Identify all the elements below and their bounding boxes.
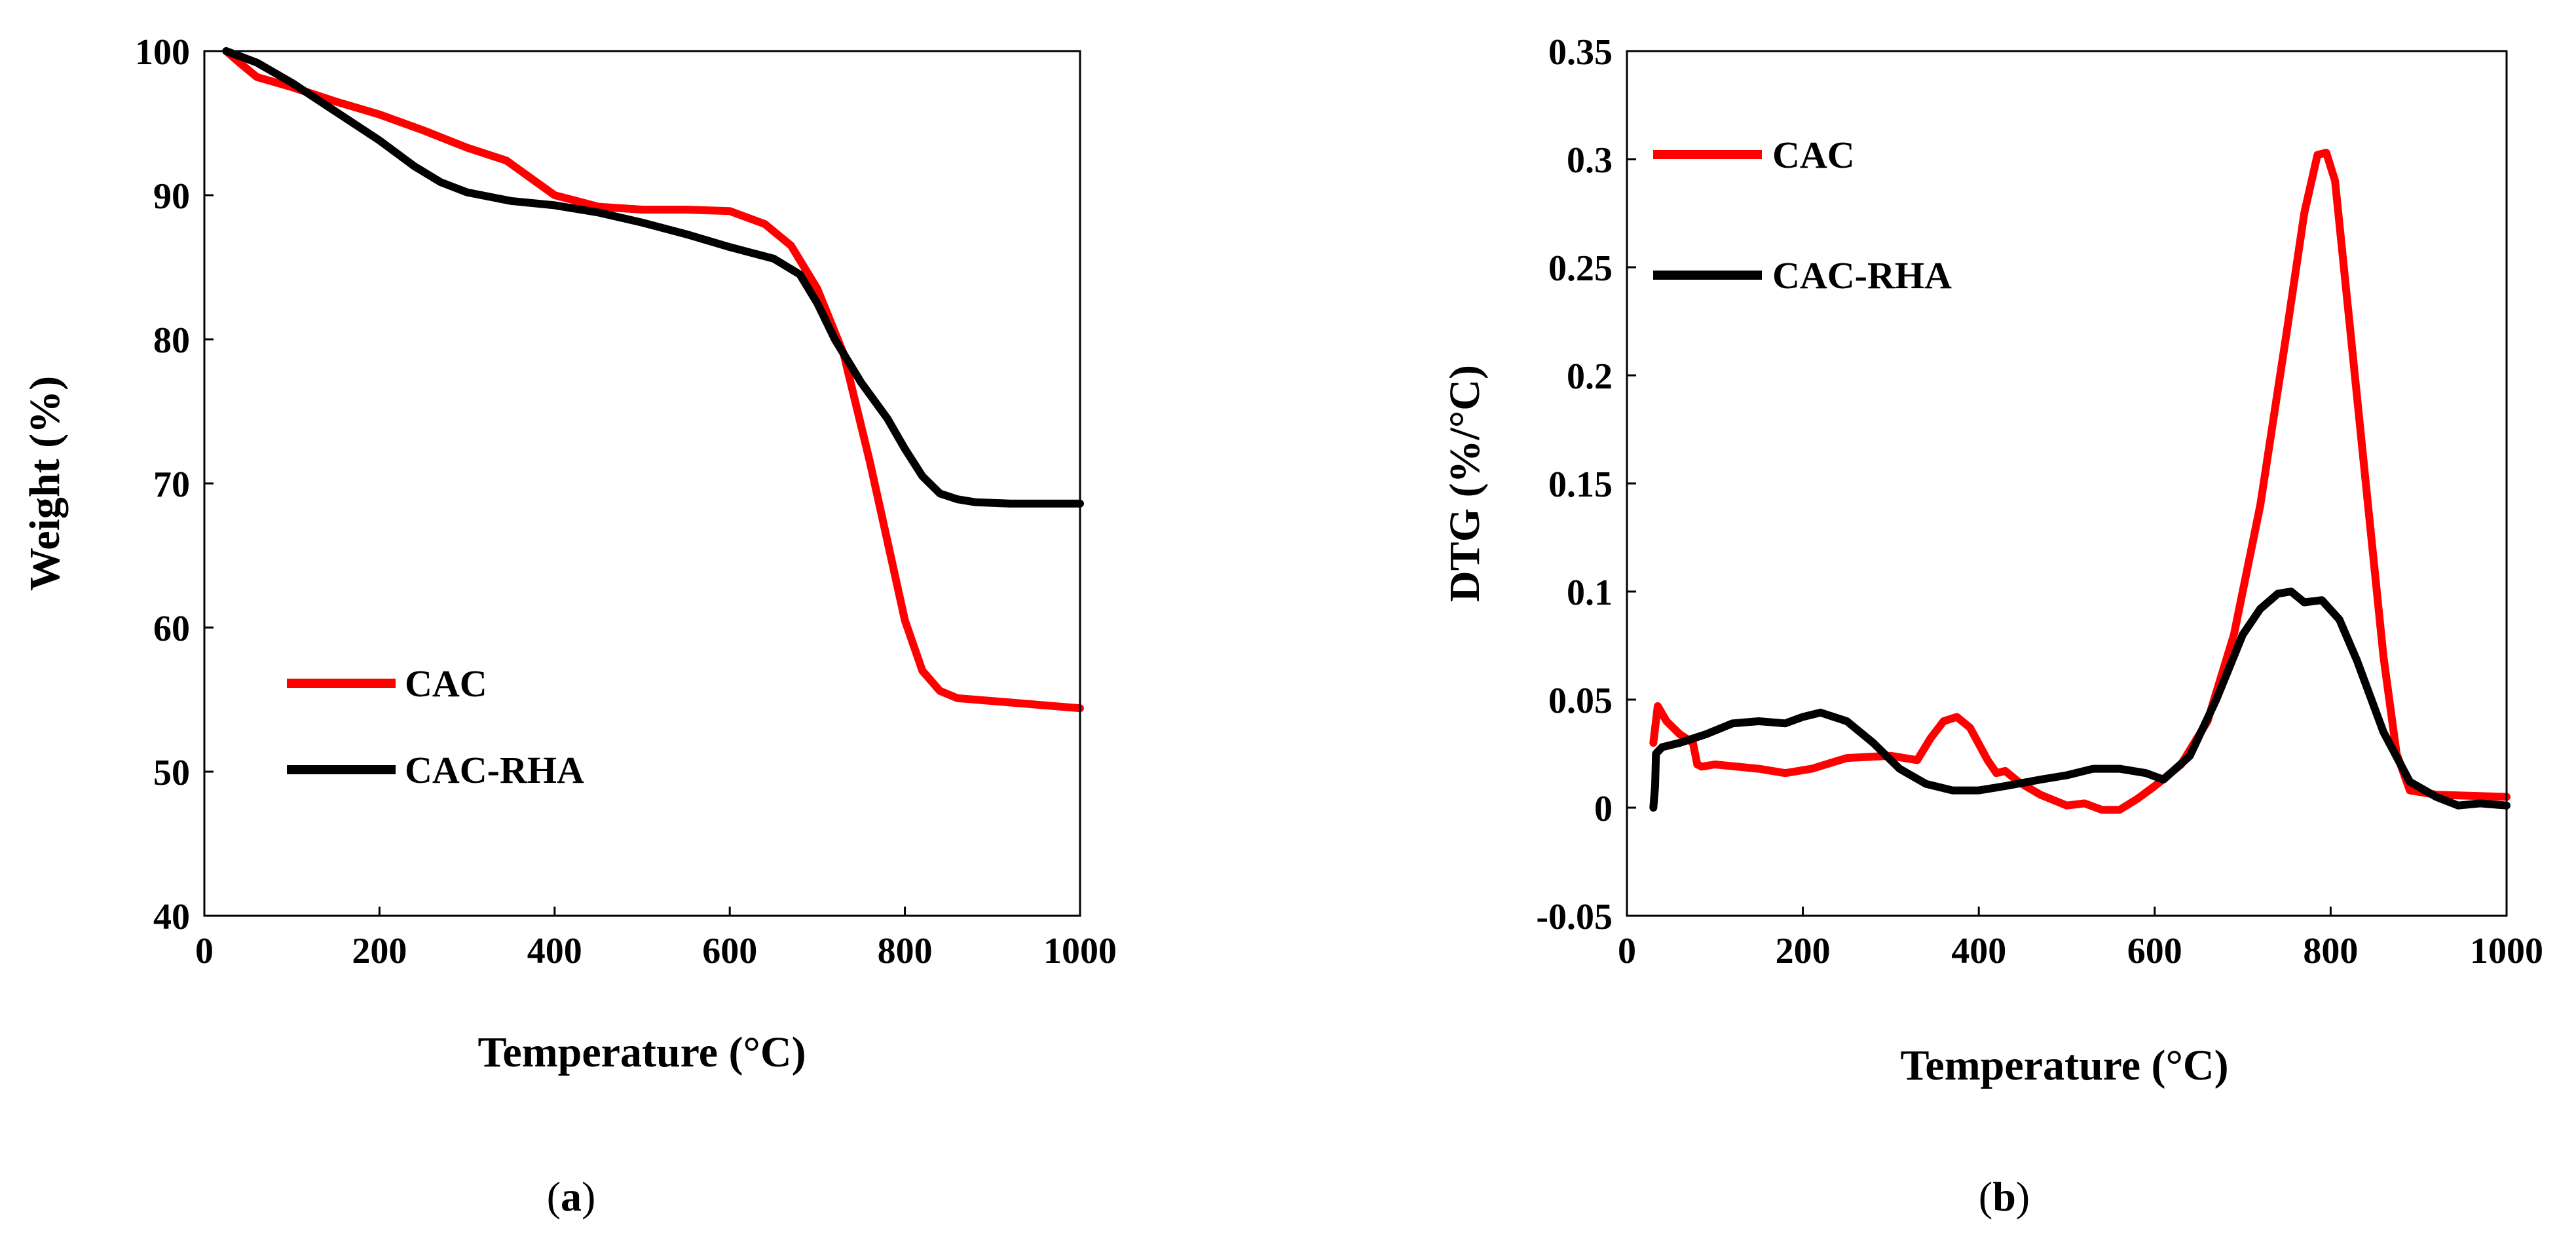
- panel-a-label-close: ): [582, 1173, 595, 1220]
- panel-b-legend-label-cac-rha: CAC-RHA: [1772, 254, 1952, 297]
- panel-b-y-tick-label: 0.25: [1548, 248, 1613, 289]
- panel-b-x-tick-label: 800: [2303, 931, 2358, 971]
- panel-b-y-tick-label: -0.05: [1536, 897, 1613, 937]
- panel-a-x-tick-label: 800: [878, 931, 933, 971]
- panel-a-x-tick-label: 0: [195, 931, 214, 971]
- panel-b-y-tick-label: 0.1: [1567, 573, 1613, 613]
- panel-a-x-axis-title: Temperature (°C): [477, 1028, 806, 1076]
- panel-a-label-letter: a: [561, 1173, 582, 1220]
- panel-b-plot-frame: [1626, 50, 2508, 917]
- panel-b-x-axis-title: Temperature (°C): [1900, 1042, 2228, 1089]
- panel-a-x-tick-label: 600: [702, 931, 757, 971]
- panel-a-series-layer: [222, 47, 1084, 713]
- panel-b-label-open: (: [1979, 1173, 1992, 1220]
- panel-b-axis-ticks: 0 200 400 600 800 1000-0.0500.050.10.150.20.2…: [1536, 32, 2543, 971]
- panel-a-x-tick-label: 1000: [1043, 931, 1117, 971]
- chart-panel-a: 0 200 400 600 800 1000 40 50 60 70 80 90 100 Tempera…: [21, 32, 1117, 1220]
- panel-b-y-tick-label: 0.05: [1548, 681, 1613, 721]
- panel-b-x-tick-label: 0: [1618, 931, 1636, 971]
- panel-a-plot-frame: [203, 50, 1081, 917]
- panel-a-x-tick-label: 400: [527, 931, 582, 971]
- panel-b-x-tick-label: 200: [1776, 931, 1831, 971]
- panel-b-y-tick-label: 0.2: [1567, 356, 1613, 397]
- panel-b-y-axis-title: DTG (%/°C): [1441, 365, 1489, 602]
- panel-a-series-line-cac-rha: [222, 47, 1084, 508]
- panel-a-y-axis-title: Weight (%): [21, 376, 69, 591]
- panel-a-legend-label-cac: CAC: [405, 662, 487, 705]
- chart-panel-b: 0 200 400 600 800 1000-0.0500.050.10.150.20.2…: [1441, 32, 2543, 1220]
- panel-a-y-tick-label: 60: [153, 609, 190, 649]
- panel-b-legend: CAC CAC-RHA: [1653, 134, 1952, 297]
- panel-a-y-tick-label: 50: [153, 753, 190, 793]
- panel-b-y-tick-label: 0.35: [1548, 32, 1613, 73]
- panel-a-series-line-cac: [222, 47, 1084, 713]
- panel-b-series-line-cac: [1649, 149, 2511, 814]
- panel-b-x-tick-label: 600: [2127, 931, 2182, 971]
- panel-a-legend: CAC CAC-RHA: [287, 662, 584, 791]
- panel-b-legend-label-cac: CAC: [1772, 134, 1855, 176]
- panel-a-y-tick-label: 80: [153, 320, 190, 361]
- panel-a-label-open: (: [547, 1173, 561, 1220]
- panel-b-label: (b): [1979, 1173, 2030, 1220]
- panel-b-series-layer: [1649, 149, 2511, 814]
- panel-b-label-close: ): [2016, 1173, 2030, 1220]
- panel-b-y-tick-label: 0.15: [1548, 464, 1613, 505]
- panel-a-y-tick-label: 90: [153, 176, 190, 217]
- panel-b-x-tick-label: 400: [1951, 931, 2006, 971]
- panel-b-y-tick-label: 0.3: [1567, 140, 1613, 181]
- panel-a-x-tick-label: 200: [352, 931, 407, 971]
- panel-b-series-line-cac-rha: [1649, 588, 2511, 812]
- panel-b-y-tick-label: 0: [1594, 789, 1613, 829]
- panel-a-y-tick-label: 70: [153, 464, 190, 505]
- panel-a-y-tick-label: 100: [135, 32, 190, 73]
- panel-b-label-letter: b: [1992, 1173, 2016, 1220]
- panel-a-axis-ticks: 0 200 400 600 800 1000 40 50 60 70 80 90 100: [135, 32, 1117, 971]
- panel-a-label: (a): [547, 1173, 596, 1220]
- panel-a-y-tick-label: 40: [153, 897, 190, 937]
- panel-b-x-tick-label: 1000: [2470, 931, 2543, 971]
- panel-a-legend-label-cac-rha: CAC-RHA: [405, 749, 584, 791]
